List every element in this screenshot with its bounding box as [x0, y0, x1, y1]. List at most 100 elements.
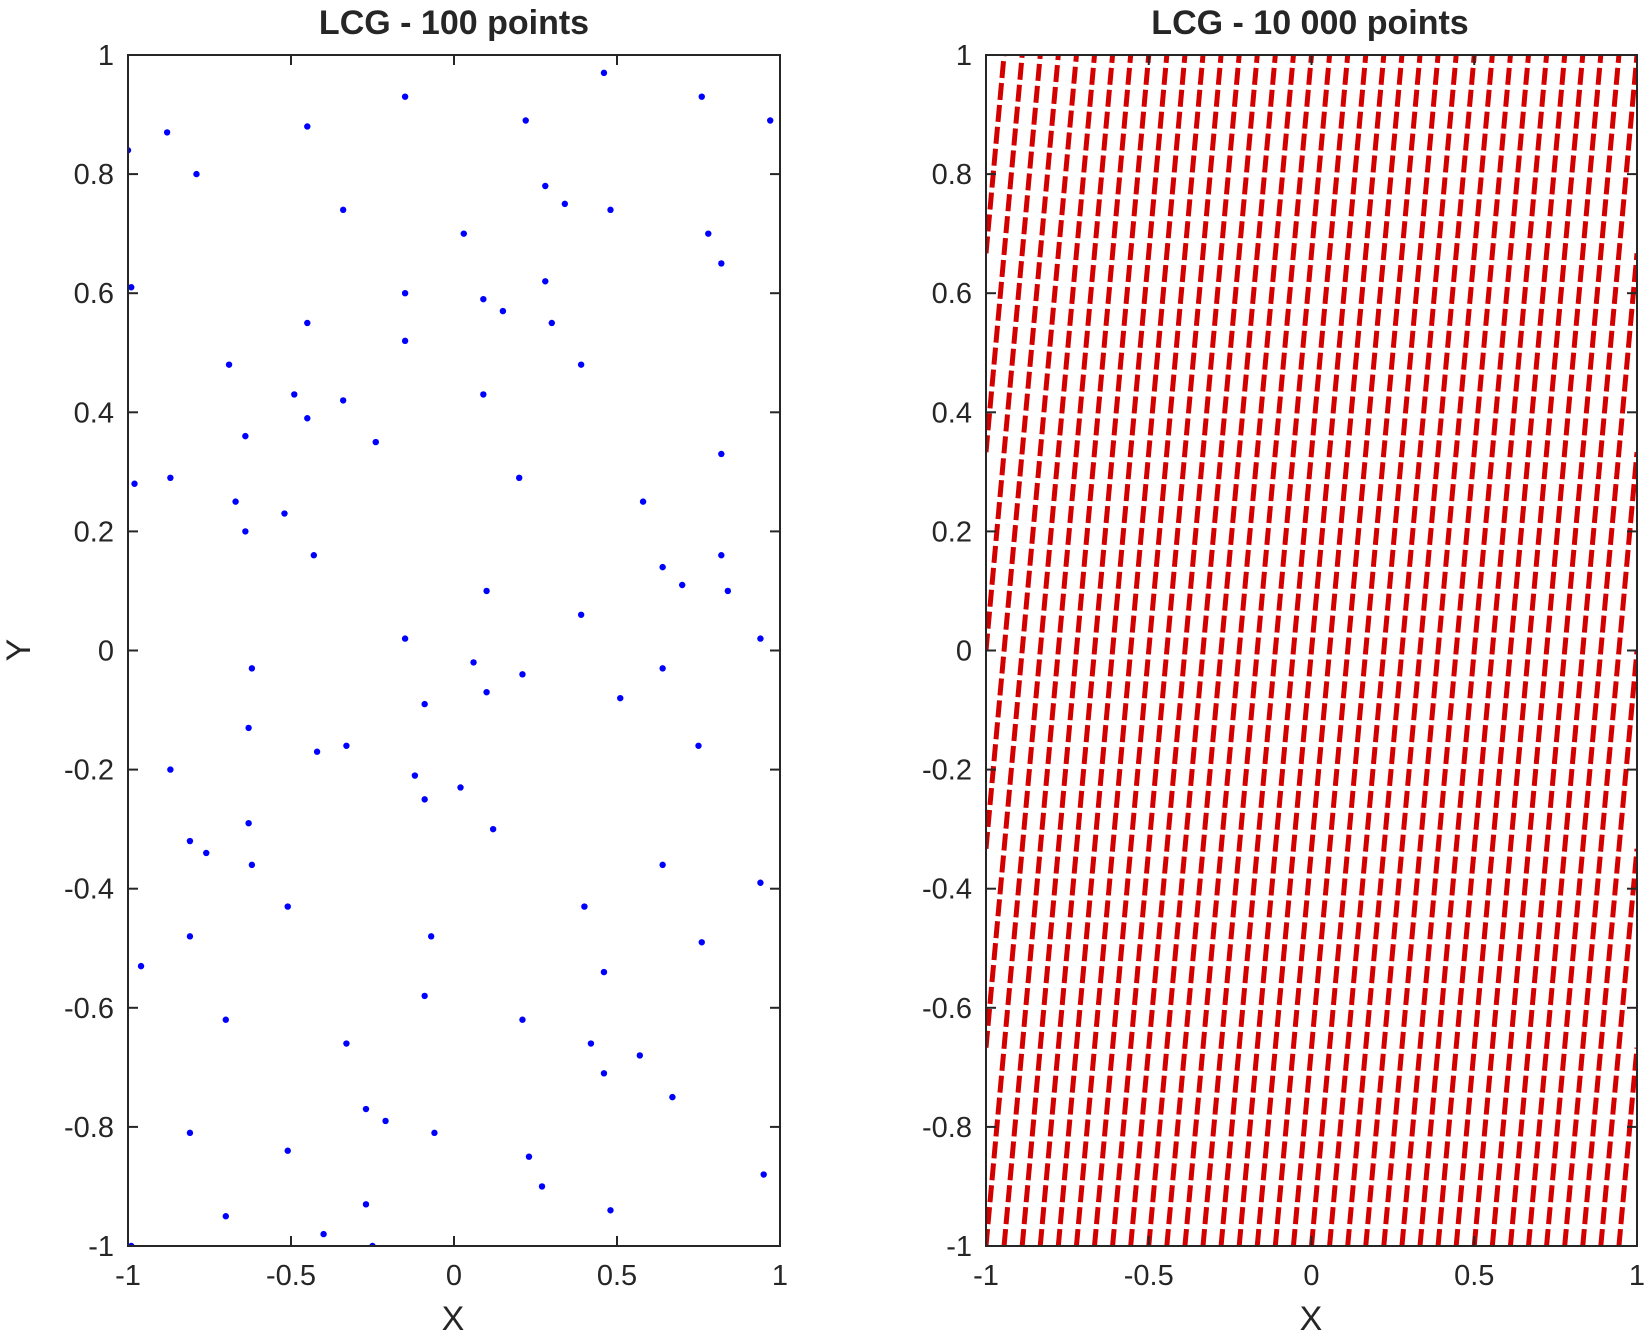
left-data-point	[600, 69, 608, 77]
right-point-lattice-line	[1507, 55, 1622, 1246]
right-y-tick-label: -0.6	[922, 993, 972, 1025]
right-point-lattice-line	[986, 55, 1025, 453]
right-point-lattice-line	[986, 55, 1061, 850]
left-data-point	[310, 552, 318, 559]
left-data-point	[767, 117, 774, 124]
right-point-lattice-line	[1471, 55, 1586, 1246]
right-point-lattice-line	[1092, 55, 1206, 1246]
right-point-lattice-line	[1019, 55, 1134, 1246]
right-plot-area: -1 -0.5 0 0.5 1 -1 -0.8 -0.6 -0.4 -0.2 0 0.2 0.4 0.6 0…	[922, 40, 1645, 1292]
right-y-tick-label: -0.2	[922, 755, 972, 787]
left-data-point	[519, 1016, 526, 1023]
left-x-tick-label: -1	[115, 1260, 141, 1292]
left-data-point	[636, 1052, 644, 1059]
left-data-point	[313, 748, 321, 755]
right-x-tick-label: 0	[1303, 1260, 1319, 1292]
left-data-point	[304, 319, 311, 327]
left-data-point	[362, 1201, 370, 1208]
left-data-point	[617, 694, 624, 702]
left-x-tick-label: -0.5	[266, 1260, 316, 1292]
right-point-lattice-line	[1200, 55, 1314, 1246]
right-point-lattice-line	[1128, 55, 1242, 1246]
left-data-point	[421, 796, 428, 803]
left-data-point	[705, 230, 712, 237]
left-data-point	[427, 933, 435, 940]
left-data-point	[225, 361, 233, 368]
left-data-point	[242, 432, 249, 440]
right-x-axis-label: X	[1300, 1300, 1323, 1336]
left-data-point	[659, 665, 666, 672]
right-point-lattice-line	[1435, 55, 1550, 1246]
left-data-point	[538, 1183, 546, 1190]
left-axes-box	[127, 54, 781, 1247]
left-x-tick-label: 0.5	[597, 1260, 637, 1292]
left-data-point	[695, 742, 702, 749]
left-data-point	[186, 1129, 194, 1137]
left-y-tick-label: 0.8	[74, 159, 114, 191]
left-x-axis-label: X	[442, 1300, 465, 1336]
left-data-point	[483, 688, 490, 696]
right-data-marks	[986, 55, 1637, 1246]
left-data-point	[186, 837, 194, 845]
left-data-point	[431, 1129, 438, 1137]
right-point-lattice-line	[1598, 848, 1637, 1246]
right-point-lattice-line	[1272, 55, 1387, 1246]
right-x-tick-label: 1	[1629, 1260, 1645, 1292]
left-data-point	[669, 1093, 676, 1101]
left-x-tick-label: 0	[446, 1260, 462, 1292]
left-y-tick-label: 0	[98, 636, 114, 668]
right-point-lattice-line	[1526, 55, 1637, 1246]
left-data-point	[401, 290, 409, 297]
right-x-tick-label: 0.5	[1454, 1260, 1494, 1292]
left-y-tick-label: -1	[88, 1231, 114, 1263]
right-point-lattice-line	[1218, 55, 1333, 1246]
right-x-tick-label: -0.5	[1124, 1260, 1174, 1292]
left-data-point	[639, 498, 647, 505]
left-data-point	[421, 700, 428, 708]
right-y-tick-label: 0	[956, 636, 972, 668]
left-data-point	[245, 724, 252, 732]
left-data-point	[304, 123, 311, 130]
left-data-point	[339, 397, 347, 404]
left-data-point	[581, 903, 588, 910]
left-data-point	[516, 474, 523, 482]
left-data-point	[401, 337, 409, 345]
left-data-point	[698, 93, 705, 100]
left-data-point	[382, 1117, 389, 1125]
left-data-point	[291, 391, 298, 398]
left-data-point	[718, 552, 725, 559]
left-y-tick-label: 0.2	[74, 516, 114, 548]
left-data-point	[372, 438, 379, 446]
left-data-point	[698, 939, 705, 946]
right-point-lattice-line	[1381, 55, 1495, 1246]
left-data-point	[128, 284, 135, 291]
left-y-tick-label: -0.4	[64, 874, 114, 906]
right-point-lattice-line	[1110, 55, 1224, 1246]
left-data-point	[480, 295, 487, 303]
right-point-lattice-line	[1544, 253, 1637, 1246]
left-data-point	[600, 968, 608, 976]
right-point-lattice-line	[1146, 55, 1260, 1246]
left-data-point	[483, 587, 490, 595]
left-y-tick-label: 0.4	[74, 397, 114, 429]
right-y-tick-label: -0.4	[922, 874, 972, 906]
right-y-tick-label: 0.4	[932, 397, 972, 429]
left-data-point	[548, 319, 555, 327]
left-data-point	[401, 93, 409, 100]
left-data-point	[659, 563, 666, 571]
right-point-lattice-line	[1236, 55, 1351, 1246]
right-y-tick-label: -1	[946, 1231, 972, 1263]
left-data-point	[457, 784, 464, 791]
right-y-tick-label: 1	[956, 40, 972, 72]
left-data-point	[679, 581, 686, 589]
left-data-point	[542, 182, 549, 190]
left-data-point	[343, 1040, 350, 1047]
left-data-point	[480, 391, 487, 398]
right-point-lattice-line	[1616, 1047, 1637, 1246]
left-y-tick-label: -0.2	[64, 755, 114, 787]
right-point-lattice-line	[1399, 55, 1513, 1246]
right-x-tick-label: -1	[973, 1260, 999, 1292]
right-point-lattice-line	[1309, 55, 1423, 1246]
left-data-point	[304, 415, 311, 422]
